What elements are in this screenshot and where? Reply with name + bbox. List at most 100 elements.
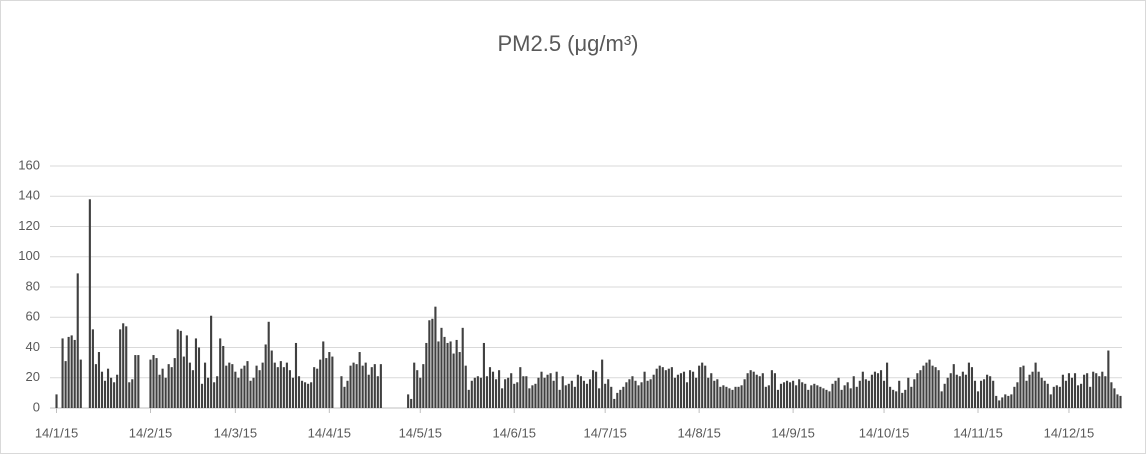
bar xyxy=(164,377,167,408)
bar xyxy=(288,370,291,408)
bar xyxy=(1076,385,1080,408)
bar xyxy=(343,386,346,408)
bar xyxy=(1040,377,1043,408)
bar xyxy=(758,376,761,408)
bar xyxy=(667,368,670,408)
bar xyxy=(279,361,282,408)
bar xyxy=(843,385,846,408)
bar xyxy=(88,199,91,408)
bar xyxy=(813,383,816,408)
bar xyxy=(113,382,116,408)
bar xyxy=(494,379,498,408)
bar xyxy=(740,385,743,408)
bar xyxy=(525,376,528,408)
bar xyxy=(61,338,64,408)
bar xyxy=(319,359,322,408)
bar xyxy=(892,389,895,408)
bar xyxy=(752,371,755,408)
y-tick-label: 60 xyxy=(26,309,40,324)
bar xyxy=(989,376,992,408)
bar xyxy=(367,374,370,408)
bar xyxy=(682,371,686,408)
bar xyxy=(507,377,510,408)
bar xyxy=(67,336,70,408)
bar xyxy=(549,373,552,408)
bar xyxy=(1095,373,1098,408)
bar xyxy=(158,374,161,408)
bar xyxy=(1070,377,1074,408)
x-tick-label: 14/1/15 xyxy=(35,425,78,440)
bar xyxy=(840,389,843,408)
bar xyxy=(270,350,273,408)
bar xyxy=(795,385,798,408)
bar xyxy=(728,388,731,408)
bar xyxy=(649,379,652,408)
bar xyxy=(267,321,270,408)
bar xyxy=(1064,380,1067,408)
bar xyxy=(846,382,849,408)
y-tick-label: 20 xyxy=(26,369,40,384)
bar xyxy=(128,382,131,408)
bar xyxy=(222,345,225,408)
bar xyxy=(882,380,886,408)
bar xyxy=(1055,385,1058,408)
bar xyxy=(898,380,901,408)
x-tick-label: 14/11/15 xyxy=(953,425,1003,440)
bar xyxy=(1010,394,1013,408)
bar xyxy=(576,374,579,408)
bar xyxy=(934,367,937,408)
bar xyxy=(564,385,567,408)
bar xyxy=(446,342,449,408)
bar xyxy=(658,365,661,408)
bar xyxy=(91,329,94,408)
bar xyxy=(1067,373,1071,408)
bar xyxy=(1016,382,1019,408)
bar xyxy=(928,359,931,408)
bar xyxy=(816,385,819,408)
bar xyxy=(485,376,489,408)
bar xyxy=(582,380,586,408)
bar xyxy=(837,377,840,408)
bar xyxy=(773,373,776,408)
bar xyxy=(219,338,222,408)
bar xyxy=(479,377,482,408)
bar xyxy=(97,352,101,408)
bar xyxy=(510,373,513,408)
bar xyxy=(704,365,707,408)
bar xyxy=(1110,382,1113,408)
bar xyxy=(210,315,213,408)
bar xyxy=(197,347,201,408)
bar xyxy=(1013,386,1016,408)
bar xyxy=(946,377,949,408)
bar xyxy=(173,358,176,408)
bar xyxy=(634,380,637,408)
bar xyxy=(522,376,525,408)
bar xyxy=(607,379,610,408)
bar xyxy=(552,380,555,408)
bar xyxy=(325,358,328,408)
bar xyxy=(149,359,152,408)
bar xyxy=(498,370,501,408)
bar xyxy=(488,367,492,408)
bar xyxy=(300,380,304,408)
bar xyxy=(613,398,616,408)
x-tick-label: 14/8/15 xyxy=(677,425,720,440)
bar xyxy=(995,395,998,408)
bar xyxy=(100,371,104,408)
bar xyxy=(889,386,892,408)
bar xyxy=(79,359,82,408)
y-tick-label: 100 xyxy=(18,248,40,263)
bar xyxy=(798,379,801,408)
bar xyxy=(695,377,698,408)
bar xyxy=(407,394,410,408)
bar xyxy=(167,364,170,408)
bar xyxy=(725,386,728,408)
bar xyxy=(255,365,258,408)
bar xyxy=(1052,386,1055,408)
bar xyxy=(1104,376,1107,408)
bar xyxy=(916,373,919,408)
bar xyxy=(558,389,561,408)
bar xyxy=(637,385,640,408)
bar xyxy=(73,339,76,408)
bar xyxy=(106,368,110,408)
